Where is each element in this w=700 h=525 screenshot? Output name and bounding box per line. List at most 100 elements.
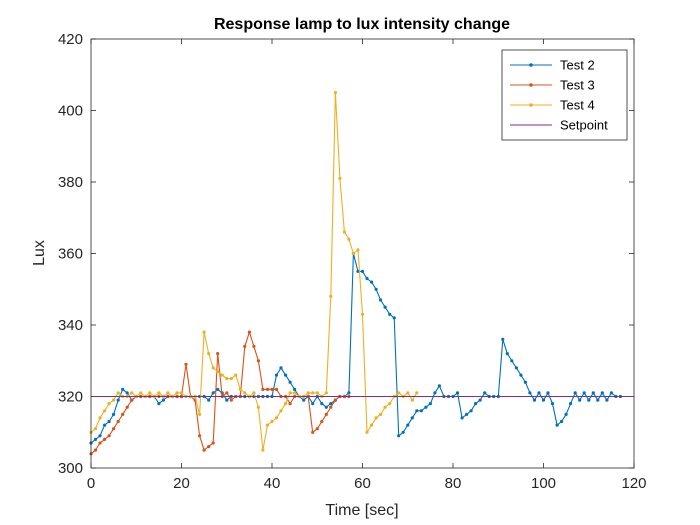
- data-point: [274, 373, 279, 377]
- data-point: [225, 391, 229, 395]
- legend-item: Test 2: [510, 58, 595, 73]
- data-point: [306, 391, 310, 395]
- legend-label: Test 3: [560, 78, 595, 93]
- data-point: [220, 373, 224, 377]
- x-axis-label: Time [sec]: [325, 502, 398, 519]
- data-point: [103, 437, 107, 441]
- data-point: [474, 402, 478, 406]
- data-point: [605, 398, 609, 402]
- data-point: [523, 380, 528, 384]
- data-point: [324, 391, 328, 395]
- legend-label: Test 2: [560, 58, 595, 73]
- x-tick-label: 120: [621, 475, 646, 492]
- data-point: [510, 359, 514, 363]
- data-point: [560, 419, 564, 424]
- data-point: [284, 373, 288, 377]
- data-point: [288, 391, 292, 395]
- data-point: [415, 391, 419, 395]
- data-point: [546, 391, 550, 395]
- x-axis-ticks: 0 20 40 60 80 100 120: [87, 39, 647, 492]
- legend-marker: [529, 103, 533, 107]
- data-point: [410, 416, 414, 420]
- data-point: [469, 409, 473, 413]
- data-point: [465, 412, 469, 416]
- data-point: [342, 230, 346, 234]
- data-point: [103, 423, 107, 427]
- data-point: [315, 391, 319, 395]
- data-point: [207, 352, 211, 356]
- data-point: [315, 427, 319, 431]
- data-point: [243, 344, 247, 348]
- data-point: [202, 330, 206, 334]
- data-point: [211, 391, 215, 395]
- legend-item: Test 4: [510, 98, 595, 113]
- data-point: [261, 448, 265, 452]
- data-point: [333, 398, 337, 402]
- data-point: [116, 398, 120, 402]
- data-point: [293, 391, 297, 395]
- data-point: [93, 427, 98, 431]
- data-point: [460, 416, 464, 420]
- data-point: [270, 419, 274, 424]
- data-point: [324, 405, 328, 409]
- chart-title: Response lamp to lux intensity change: [214, 16, 510, 33]
- data-point: [288, 402, 292, 406]
- data-point: [333, 91, 337, 95]
- data-point: [550, 402, 555, 406]
- data-point: [569, 402, 573, 406]
- data-point: [288, 380, 292, 384]
- x-tick-label: 100: [531, 475, 556, 492]
- data-point: [207, 445, 211, 449]
- legend-label: Setpoint: [560, 118, 608, 133]
- data-point: [98, 416, 102, 420]
- data-point: [532, 398, 537, 402]
- data-point: [392, 316, 396, 320]
- data-point: [329, 294, 333, 298]
- data-point: [600, 391, 604, 395]
- data-point: [130, 391, 134, 395]
- data-point: [148, 391, 152, 395]
- data-point: [356, 269, 360, 273]
- data-point: [501, 337, 505, 341]
- data-point: [356, 248, 360, 252]
- data-point: [139, 391, 143, 395]
- x-tick-label: 40: [264, 475, 281, 492]
- x-tick-label: 80: [445, 475, 462, 492]
- data-point: [433, 391, 437, 395]
- legend-item: Setpoint: [510, 118, 608, 133]
- data-point: [365, 276, 369, 281]
- data-point: [265, 423, 270, 427]
- data-point: [216, 352, 220, 356]
- data-point: [591, 391, 595, 395]
- data-point: [311, 391, 315, 395]
- data-point: [184, 362, 188, 366]
- data-point: [383, 305, 387, 309]
- data-point: [125, 391, 129, 395]
- data-point: [478, 398, 482, 402]
- y-tick-label: 420: [58, 31, 83, 48]
- data-point: [229, 398, 233, 402]
- y-tick-label: 360: [58, 246, 83, 263]
- data-point: [483, 391, 487, 395]
- data-point: [284, 402, 288, 406]
- data-point: [311, 430, 315, 434]
- data-point: [514, 366, 519, 370]
- y-axis-ticks: 300 320 340 360 380 400 420: [58, 31, 634, 477]
- data-point: [582, 391, 586, 395]
- data-point: [320, 419, 324, 424]
- data-point: [596, 398, 600, 402]
- data-point: [406, 391, 410, 395]
- data-point: [116, 419, 120, 424]
- data-point: [157, 391, 161, 395]
- data-point: [419, 409, 423, 413]
- data-point: [505, 352, 509, 356]
- data-point: [374, 416, 378, 420]
- data-point: [225, 398, 229, 402]
- data-point: [406, 423, 410, 427]
- data-point: [107, 419, 111, 424]
- data-point: [274, 387, 279, 391]
- data-point: [166, 391, 170, 395]
- data-point: [360, 269, 365, 273]
- data-point: [347, 237, 351, 241]
